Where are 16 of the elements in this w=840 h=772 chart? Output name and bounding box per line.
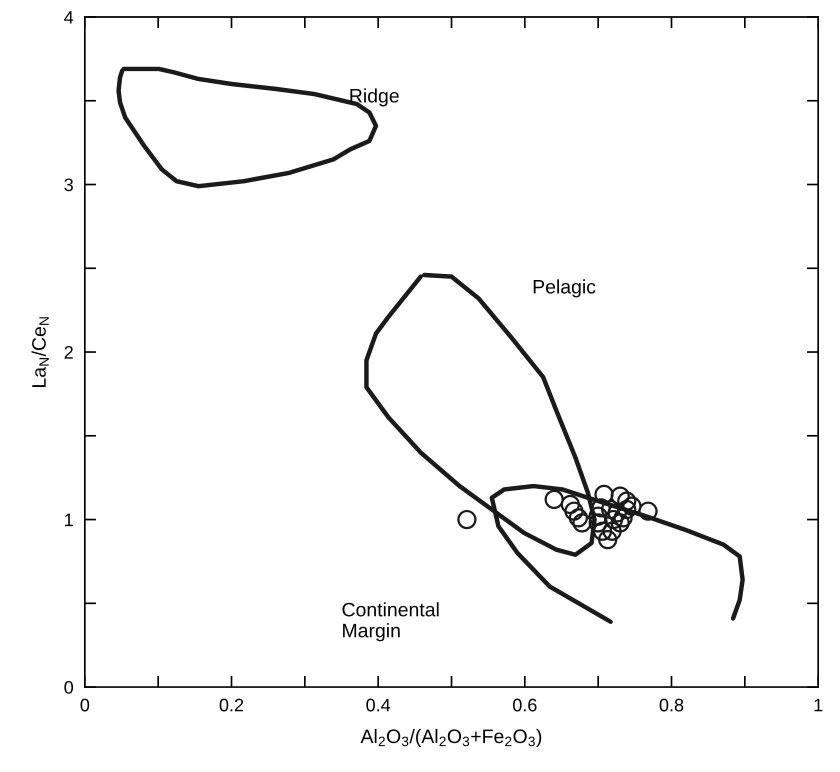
- x-tick-label: 0.6: [512, 698, 537, 712]
- y-tick-label: 1: [65, 514, 73, 526]
- y-tick-label: 2: [64, 346, 73, 359]
- y-tick-label: 3: [64, 178, 73, 192]
- x-tick-label: 0.8: [660, 698, 684, 712]
- y-tick-label: 4: [64, 11, 74, 24]
- annotation: Pelagic: [534, 279, 596, 298]
- x-tick-label: 0.2: [220, 698, 244, 712]
- y-axis-title: La$_{N}$/Ce$_{N}$: [32, 317, 49, 387]
- x-tick-label: 0.4: [366, 698, 390, 712]
- text: Al$_{2}$O$_{3}$/(Al$_{2}$O$_{3}$+Fe$_{2}$O$_{3}$): [360, 728, 542, 748]
- y-tick-label: 0: [64, 681, 74, 694]
- annotation: Ridge: [350, 88, 399, 106]
- annotation: Continental Margin: [342, 602, 439, 642]
- x-tick-label: 0: [80, 698, 90, 712]
- x-tick-label: 1: [814, 698, 822, 712]
